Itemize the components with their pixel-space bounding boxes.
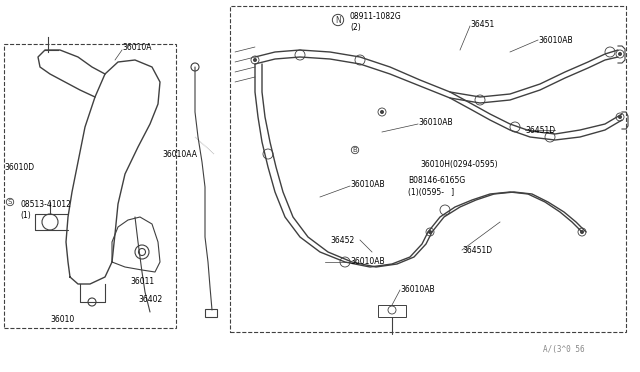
Circle shape [475,95,485,105]
Text: N: N [335,16,341,25]
Text: 36452: 36452 [330,235,355,244]
Text: 36451: 36451 [470,19,494,29]
Text: (1)(0595-   ]: (1)(0595- ] [408,187,454,196]
Circle shape [440,205,450,215]
Circle shape [340,257,350,267]
Text: S: S [8,199,12,205]
Text: 36010AB: 36010AB [418,118,452,126]
Circle shape [263,149,273,159]
Circle shape [618,115,622,119]
Text: 36010H(0294-0595): 36010H(0294-0595) [420,160,498,169]
Text: 36011: 36011 [130,278,154,286]
Circle shape [355,55,365,65]
Text: 36010AB: 36010AB [400,285,435,295]
Circle shape [580,230,584,234]
Circle shape [253,58,257,62]
Circle shape [428,230,432,234]
Text: 08513-41012
(1): 08513-41012 (1) [20,200,71,220]
Text: 36010AB: 36010AB [350,180,385,189]
Text: 08911-1082G
(2): 08911-1082G (2) [350,12,402,32]
Text: 36010AA: 36010AA [162,150,197,158]
Circle shape [380,110,384,114]
Circle shape [510,122,520,132]
Circle shape [605,47,615,57]
Text: 36010AB: 36010AB [538,35,573,45]
Text: B: B [353,147,357,153]
Text: 36451D: 36451D [525,125,555,135]
Text: 36451D: 36451D [462,246,492,254]
Text: 36010D: 36010D [4,163,34,171]
Circle shape [295,50,305,60]
Text: A/(3^0 56: A/(3^0 56 [543,345,585,354]
Text: 36010: 36010 [50,315,74,324]
Circle shape [545,132,555,142]
Text: 36010AB: 36010AB [350,257,385,266]
Text: 36010A: 36010A [122,42,152,51]
Text: B08146-6165G: B08146-6165G [408,176,465,185]
Text: 36402: 36402 [138,295,163,305]
Circle shape [618,52,622,56]
